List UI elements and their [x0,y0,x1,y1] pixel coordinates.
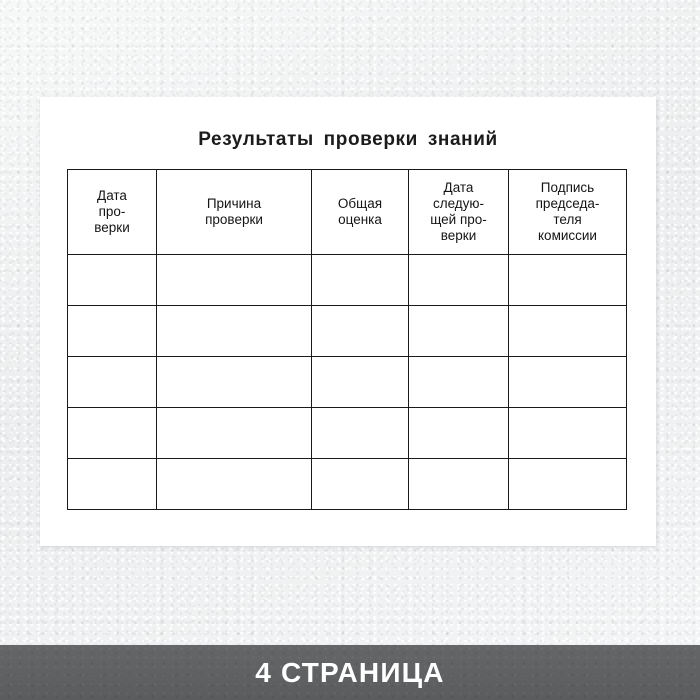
table-cell[interactable] [311,458,409,510]
table-cell[interactable] [156,458,312,510]
header-line: оценка [338,212,382,227]
table-row [67,305,627,357]
header-line: Дата [97,188,127,203]
table-cell[interactable] [311,305,409,357]
table-row [67,254,627,306]
table-cell[interactable] [408,305,509,357]
header-line: Общая [337,196,383,211]
column-header-overall-grade: Общая оценка [311,169,409,255]
table-cell[interactable] [67,407,157,459]
table-cell[interactable] [408,356,509,408]
header-line: верки [440,228,477,243]
header-line: Подпись [540,180,595,195]
table-header-row: Дата про- верки Причина проверки Общая о… [67,169,627,255]
page-number-banner: 4 СТРАНИЦА [0,645,700,700]
table-cell[interactable] [408,458,509,510]
column-header-reason-of-check: Причина проверки [156,169,312,255]
table-header: Дата про- верки Причина проверки Общая о… [67,169,627,255]
header-line: комиссии [538,228,597,243]
table-row [67,407,627,459]
header-line: проверки [205,212,263,227]
table-cell[interactable] [67,254,157,306]
table-cell[interactable] [508,305,627,357]
header-line: Причина [206,196,262,211]
table-cell[interactable] [311,254,409,306]
page-title: Результаты проверки знаний [198,129,498,150]
table-cell[interactable] [408,254,509,306]
table-cell[interactable] [311,356,409,408]
header-line: следую- [432,196,485,211]
document-card: Результаты проверки знаний Дата про- вер… [40,97,656,546]
table-cell[interactable] [156,254,312,306]
table-cell[interactable] [67,356,157,408]
header-line: верки [94,220,130,235]
table-cell[interactable] [508,254,627,306]
header-line: щей про- [430,212,487,227]
page-number-label: 4 СТРАНИЦА [255,656,445,688]
table-cell[interactable] [156,356,312,408]
table-cell[interactable] [408,407,509,459]
table-row [67,356,627,408]
table-row [67,458,627,510]
table-cell[interactable] [156,305,312,357]
column-header-next-check-date: Дата следую- щей про- верки [408,169,509,255]
table-cell[interactable] [508,458,627,510]
knowledge-check-table: Дата про- верки Причина проверки Общая о… [67,169,627,510]
header-line: председа- [535,196,600,211]
table-cell[interactable] [508,407,627,459]
header-line: теля [553,212,582,227]
table-cell[interactable] [156,407,312,459]
header-line: про- [98,204,126,219]
table-cell[interactable] [311,407,409,459]
header-line: Дата [443,180,474,195]
table-body [67,254,627,510]
table-cell[interactable] [67,458,157,510]
table-cell[interactable] [508,356,627,408]
column-header-date-of-check: Дата про- верки [67,169,157,255]
table-cell[interactable] [67,305,157,357]
column-header-chairman-signature: Подпись председа- теля комиссии [508,169,627,255]
